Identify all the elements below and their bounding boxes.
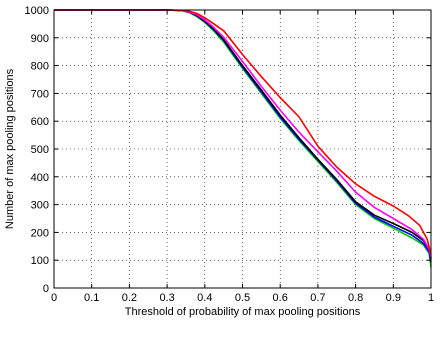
x-tick-label: 0.9 bbox=[386, 292, 401, 304]
y-tick-label: 1000 bbox=[25, 5, 49, 17]
data-series bbox=[54, 9, 432, 268]
y-tick-label: 800 bbox=[31, 61, 49, 73]
y-tick-label: 500 bbox=[31, 144, 49, 156]
y-tick-label: 400 bbox=[31, 172, 49, 184]
y-tick-label: 900 bbox=[31, 33, 49, 45]
y-tick-label: 200 bbox=[31, 227, 49, 239]
y-tick-label: 700 bbox=[31, 88, 49, 100]
x-tick-label: 0.3 bbox=[159, 292, 174, 304]
x-tick-label: 0.8 bbox=[348, 292, 363, 304]
y-axis-label: Number of max pooling positions bbox=[4, 68, 16, 229]
x-tick-label: 0.1 bbox=[84, 292, 99, 304]
x-axis-label: Threshold of probability of max pooling … bbox=[125, 306, 361, 318]
y-tick-label: 600 bbox=[31, 116, 49, 128]
y-tick-label: 100 bbox=[31, 255, 49, 267]
x-tick-label: 1 bbox=[428, 292, 434, 304]
x-tick-label: 0.7 bbox=[310, 292, 325, 304]
x-tick-label: 0.6 bbox=[273, 292, 288, 304]
axis-ticks: 0 0.1 0.2 0.3 0.4 0.5 0.6 0.7 0.8 0.9 1 0 100 200 300 4… bbox=[25, 5, 435, 304]
x-tick-label: 0 bbox=[51, 292, 57, 304]
x-tick-label: 0.2 bbox=[122, 292, 137, 304]
y-tick-label: 0 bbox=[43, 283, 49, 295]
x-tick-label: 0.4 bbox=[197, 292, 212, 304]
x-tick-label: 0.5 bbox=[235, 292, 250, 304]
y-tick-label: 300 bbox=[31, 200, 49, 212]
series-line-5 bbox=[54, 9, 432, 255]
